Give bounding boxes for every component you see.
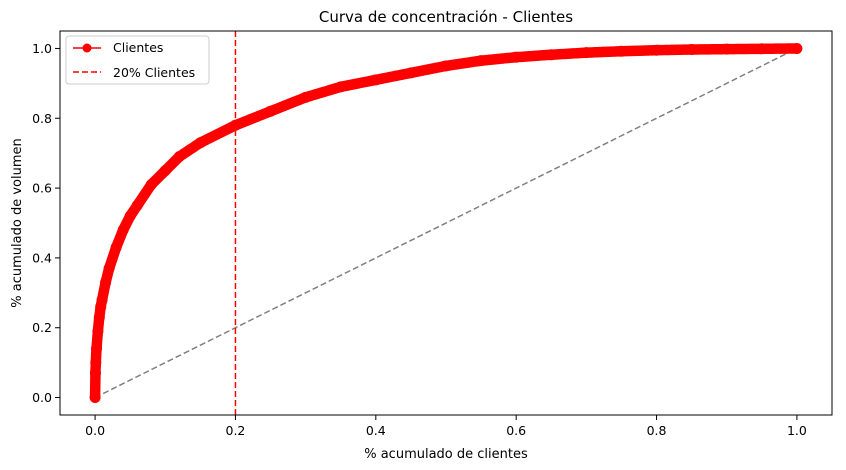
clientes-point — [300, 91, 312, 103]
chart-title: Curva de concentración - Clientes — [319, 8, 573, 26]
y-tick-label: 1.0 — [32, 41, 52, 56]
axes-frame — [59, 30, 833, 416]
clientes-point — [117, 224, 129, 236]
clientes-point — [90, 357, 102, 369]
x-axis-ticks: 0.0 0.2 0.4 0.6 0.8 1.0 — [85, 415, 807, 438]
clientes-point — [686, 44, 698, 56]
clientes-point — [93, 311, 105, 323]
legend-clientes-marker — [82, 43, 92, 53]
legend-box — [65, 35, 210, 85]
clientes-point — [96, 294, 108, 306]
clientes-point — [131, 200, 143, 212]
clientes-point — [440, 60, 452, 72]
x-tick-label: 0.2 — [226, 423, 246, 438]
y-tick-label: 0.0 — [32, 390, 52, 405]
x-axis-label: % acumulado de clientes — [364, 447, 528, 462]
plot-area — [89, 31, 803, 415]
y-tick-label: 0.4 — [32, 250, 52, 265]
clientes-point — [756, 43, 768, 55]
clientes-point — [791, 42, 803, 54]
clientes-point — [580, 47, 592, 59]
clientes-point — [405, 67, 417, 79]
clientes-point — [173, 151, 185, 163]
legend-20pct-label: 20% Clientes — [113, 65, 195, 80]
clientes-point — [615, 45, 627, 57]
y-tick-label: 0.6 — [32, 181, 52, 196]
legend-clientes-label: Clientes — [113, 40, 163, 55]
x-tick-label: 1.0 — [787, 423, 807, 438]
clientes-point — [159, 165, 171, 177]
clientes-point — [89, 367, 101, 379]
clientes-point — [100, 276, 112, 288]
clientes-point — [370, 74, 382, 86]
clientes-point — [721, 43, 733, 55]
clientes-point — [90, 343, 102, 355]
x-tick-label: 0.8 — [647, 423, 667, 438]
y-axis-ticks: 0.0 0.2 0.4 0.6 0.8 1.0 — [32, 41, 60, 405]
clientes-point — [110, 241, 122, 253]
equality-diagonal-line — [94, 47, 798, 399]
clientes-point — [265, 105, 277, 117]
clientes-point — [145, 179, 157, 191]
y-axis-label: % acumulado de volumen — [10, 138, 25, 307]
x-tick-label: 0.4 — [366, 423, 386, 438]
clientes-point — [651, 44, 663, 56]
clientes-point — [89, 392, 101, 404]
clientes-point — [545, 49, 557, 61]
clientes-point — [194, 137, 206, 149]
clientes-point — [103, 262, 115, 274]
y-tick-label: 0.2 — [32, 320, 52, 335]
clientes-point — [475, 55, 487, 67]
clientes-point — [335, 81, 347, 93]
x-tick-label: 0.0 — [85, 423, 105, 438]
x-tick-label: 0.6 — [506, 423, 526, 438]
clientes-point — [92, 325, 104, 337]
clientes-point — [124, 210, 136, 222]
clientes-point — [510, 51, 522, 63]
y-tick-label: 0.8 — [32, 111, 52, 126]
legend: Clientes 20% Clientes — [65, 35, 210, 85]
